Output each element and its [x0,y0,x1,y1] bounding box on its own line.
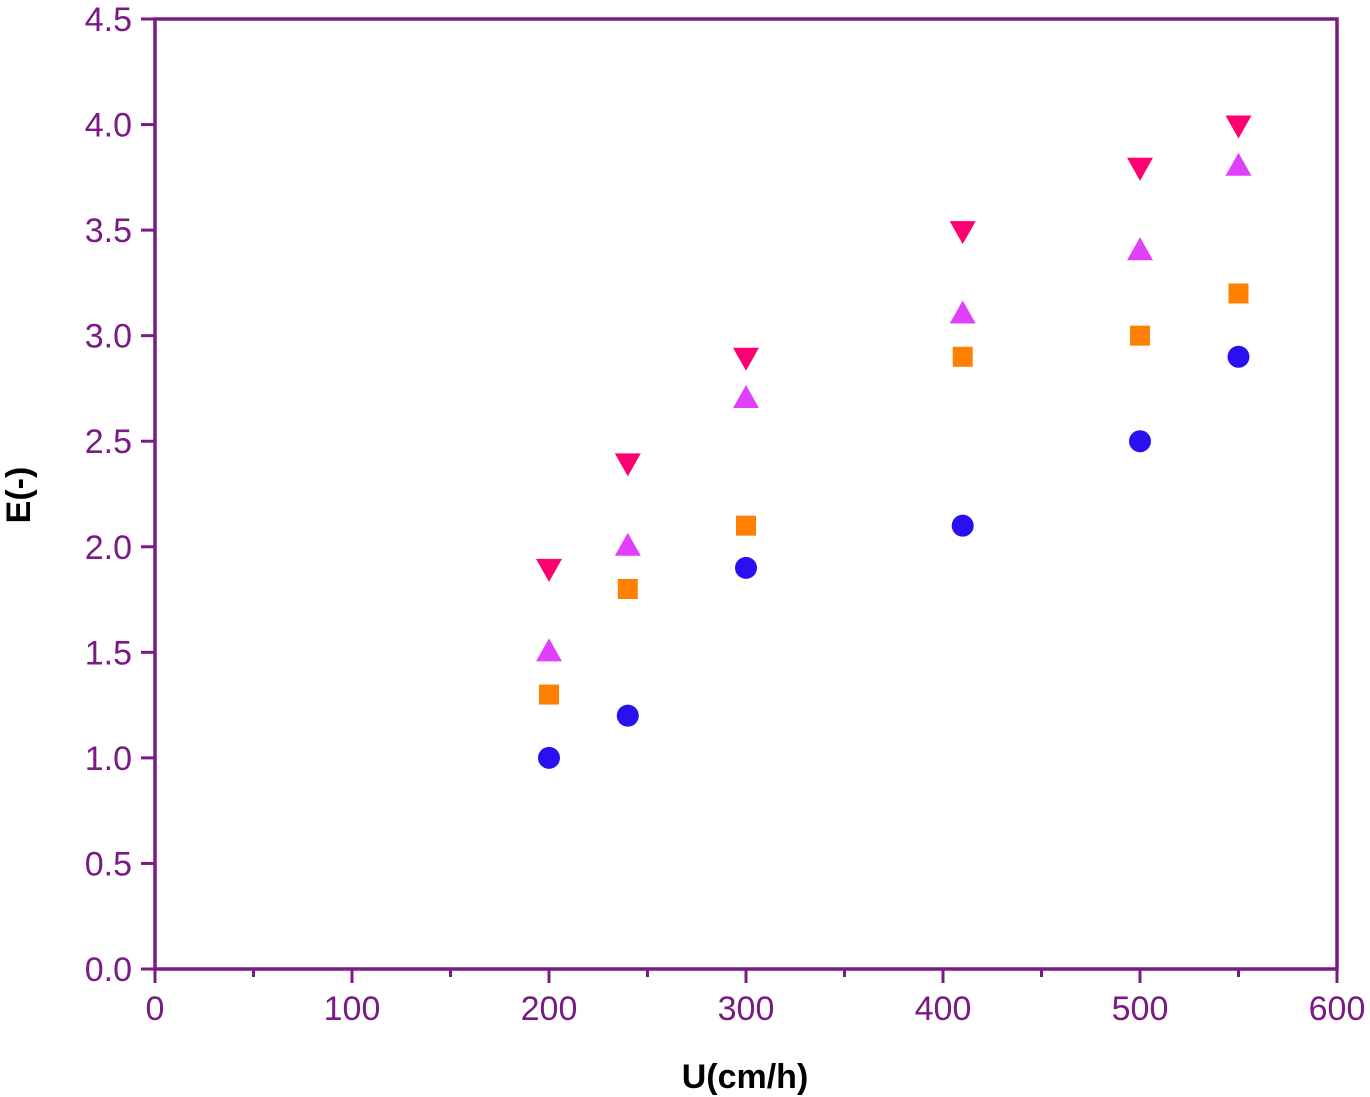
data-point-circle [1227,345,1250,368]
plot-frame [153,17,1339,971]
data-point-triangle-up [536,638,562,662]
data-point-triangle-down [733,347,759,371]
data-point-square [1228,283,1249,304]
data-point-triangle-down [949,221,976,245]
x-tick-label: 300 [718,990,775,1028]
data-point-circle [951,514,974,537]
y-tick-label: 1.5 [85,634,132,672]
y-tick-label: 1.0 [85,740,132,778]
y-tick-label: 3.0 [85,318,132,356]
y-tick-label: 3.5 [85,212,132,250]
data-point-square [539,684,559,705]
data-point-circle [616,704,639,727]
data-points [536,115,1252,769]
data-point-triangle-up [1127,237,1153,261]
data-point-triangle-up [1225,152,1252,176]
x-tick-label: 400 [915,990,972,1028]
y-tick-label: 0.0 [85,951,132,989]
y-tick-label: 2.5 [85,423,132,461]
data-point-triangle-down [536,558,562,582]
x-tick-label: 600 [1309,990,1366,1028]
data-point-square [617,579,638,599]
data-point-square [952,346,973,367]
x-tick-label: 500 [1112,990,1169,1028]
x-tick-label: 100 [324,990,381,1028]
y-tick-label: 2.0 [85,529,132,567]
x-axis-label: U(cm/h) [682,1058,809,1096]
x-axis-ticks: 0 100 200 300 400 500 600 [146,969,1366,1028]
x-tick-label: 0 [146,990,165,1028]
y-axis-ticks: 0.0 0.5 1.0 1.5 2.0 2.5 3.0 3.5 4.0 4.5 [85,1,155,989]
x-tick-label: 200 [521,990,578,1028]
data-point-triangle-down [1127,157,1153,181]
data-point-square [1130,325,1150,346]
data-point-triangle-down [614,453,641,477]
y-tick-label: 0.5 [85,845,132,883]
data-point-triangle-up [733,385,759,408]
data-point-triangle-up [614,532,641,556]
y-tick-label: 4.5 [85,1,132,39]
data-point-circle [538,746,560,769]
y-tick-label: 4.0 [85,107,132,145]
data-point-circle [1129,430,1151,453]
data-point-square [736,515,756,536]
data-point-circle [735,556,757,579]
axes [153,17,1339,971]
data-point-triangle-up [949,300,976,324]
data-point-triangle-down [1225,115,1252,139]
y-axis-label: E(-) [0,467,38,524]
